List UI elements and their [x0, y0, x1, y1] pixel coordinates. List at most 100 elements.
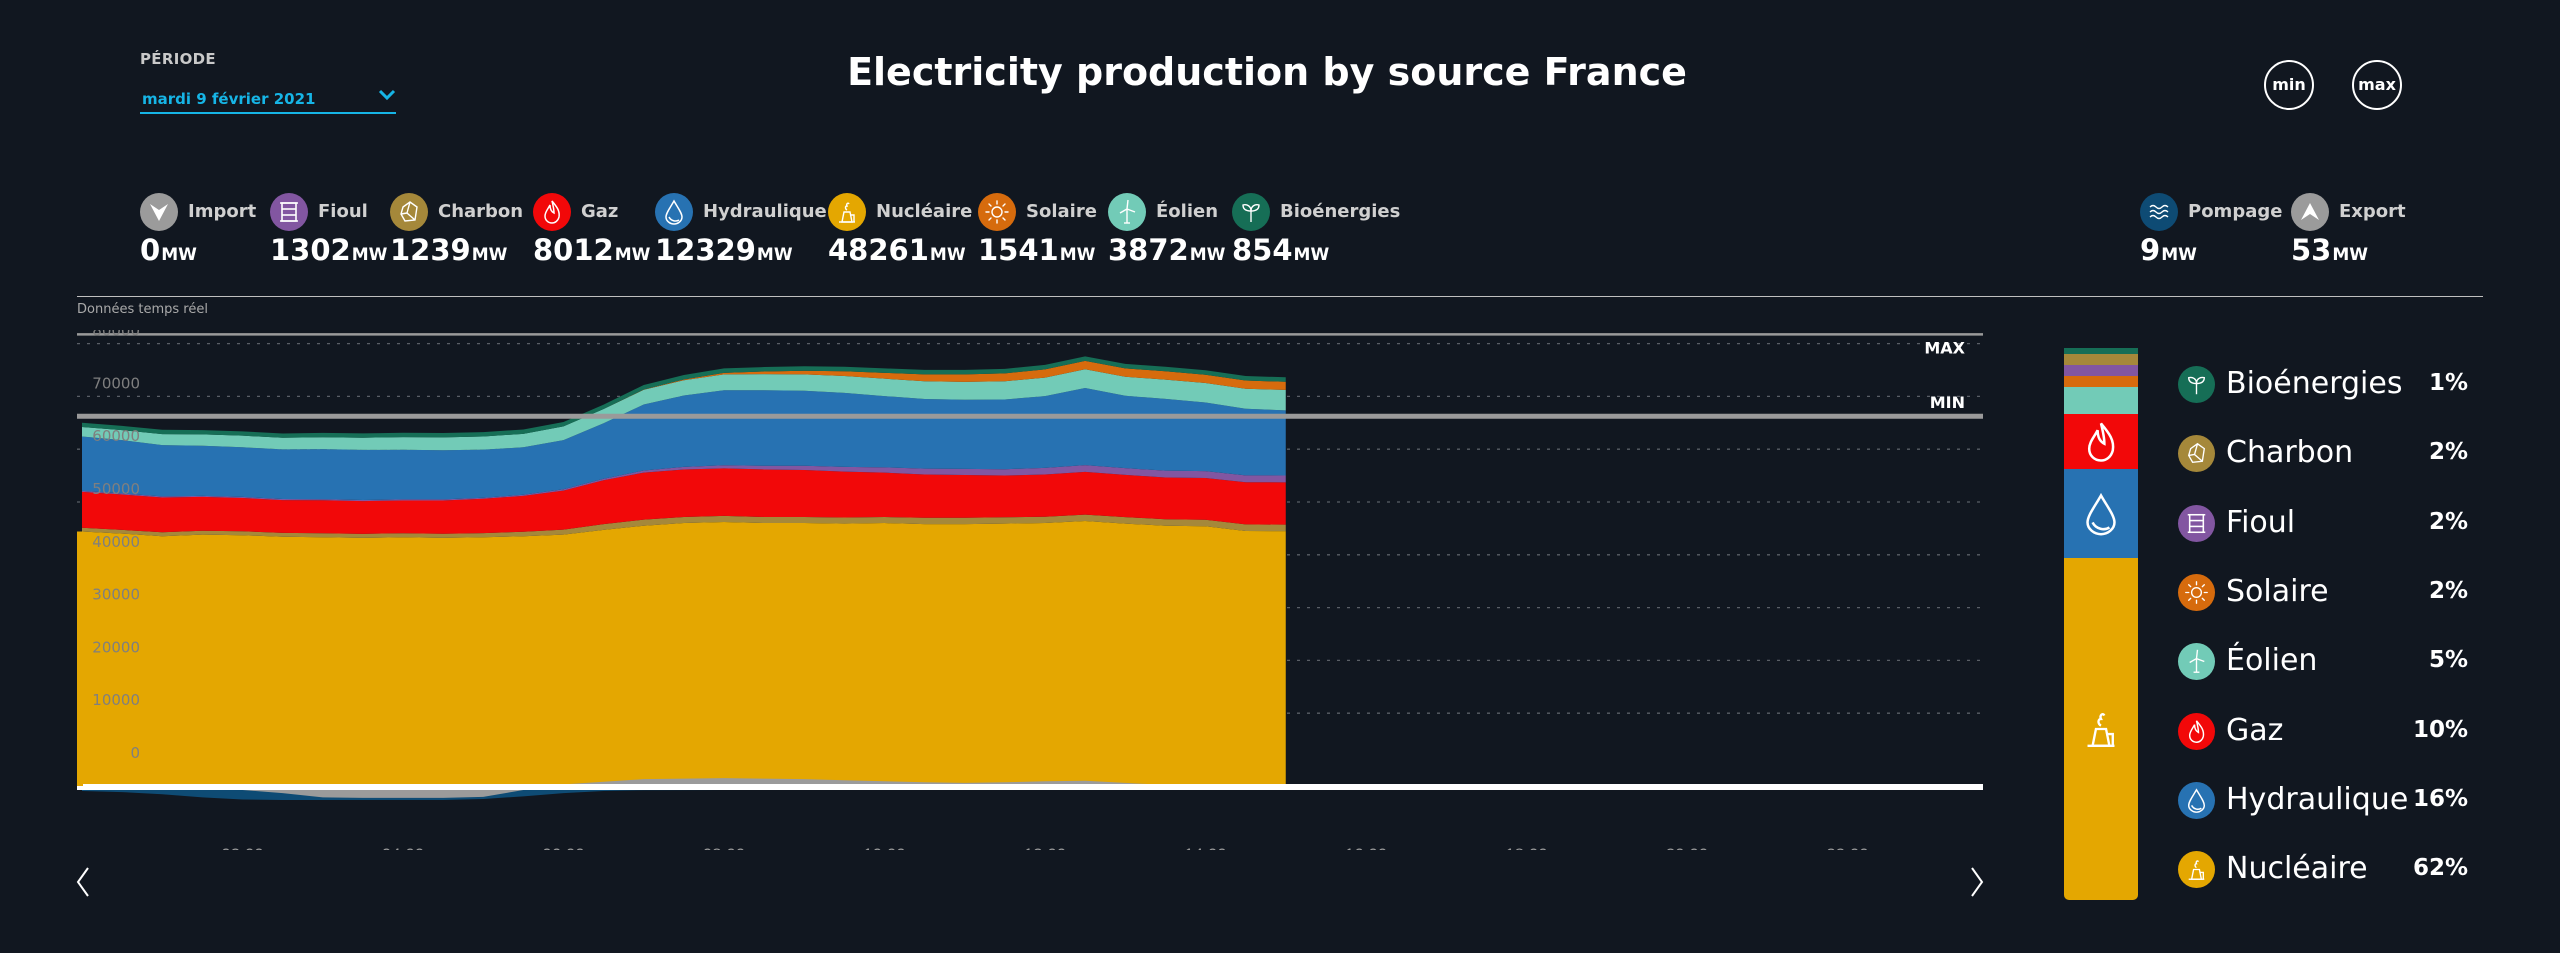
source-value: 1541MW	[978, 233, 1095, 267]
x-tick-label: 06:00	[542, 845, 585, 850]
source-value-number: 1302	[270, 233, 351, 267]
ref-label-max: MAX	[1924, 338, 1965, 357]
y-tick-label: 80000	[92, 330, 140, 340]
chevron-left-icon[interactable]	[70, 862, 100, 902]
coal-icon	[400, 201, 418, 222]
mix-segment-solaire	[2064, 375, 2138, 387]
source-value: 9MW	[2140, 233, 2197, 267]
sun-icon	[2185, 580, 2208, 604]
wind-turbine-icon-badge	[1108, 193, 1146, 231]
source-unit: MW	[756, 245, 793, 265]
flame-icon	[2087, 422, 2115, 462]
ref-label-min: MIN	[1930, 393, 1965, 412]
arrow-down-icon	[150, 204, 168, 221]
wind-turbine-icon	[2189, 649, 2205, 674]
x-tick-label: 20:00	[1666, 845, 1709, 850]
y-tick-label: 10000	[92, 691, 140, 709]
mix-segment-éolien	[2064, 386, 2138, 415]
x-tick-label: 12:00	[1024, 845, 1067, 850]
source-value-number: 3872	[1108, 233, 1189, 267]
source-name: Fioul	[318, 201, 368, 222]
mix-segment-hydraulique	[2064, 469, 2138, 558]
source-value-number: 0	[140, 233, 161, 267]
source-unit: MW	[2332, 245, 2369, 265]
date-select-value: mardi 9 février 2021	[142, 90, 316, 108]
area-layer	[77, 356, 1983, 801]
mix-legend-name: Bioénergies	[2226, 366, 2403, 401]
mix-legend-name: Éolien	[2226, 643, 2318, 679]
source-unit: MW	[929, 245, 966, 265]
mix-stack-bar	[2064, 348, 2138, 900]
source-name: Export	[2339, 201, 2406, 222]
source-value-number: 8012	[533, 233, 614, 267]
area-éolien	[82, 369, 1286, 451]
divider	[77, 296, 2483, 297]
periode-label: PÉRIODE	[140, 50, 216, 68]
sprout-icon	[1242, 204, 1260, 222]
x-tick-label: 16:00	[1345, 845, 1388, 850]
source-unit: MW	[1059, 245, 1096, 265]
mix-legend-row[interactable]: Nucléaire 62%	[2178, 849, 2468, 889]
nuclear-plant-icon	[839, 202, 855, 223]
nuclear-plant-icon	[2188, 860, 2205, 881]
oil-barrel-icon	[2187, 513, 2206, 533]
area-edge	[77, 531, 83, 786]
production-chart: MAX MIN 0 10000 20000 30000 40000 50000 60000 70…	[77, 330, 1983, 850]
mix-legend-name: Gaz	[2226, 712, 2284, 748]
min-button[interactable]: min	[2264, 60, 2314, 110]
mix-legend-row[interactable]: Éolien 5%	[2178, 641, 2468, 681]
source-name: Pompage	[2188, 201, 2283, 222]
mix-segment-charbon	[2064, 353, 2138, 365]
mix-legend-row[interactable]: Solaire 2%	[2178, 572, 2468, 612]
mix-legend-percent: 5%	[2428, 647, 2468, 674]
source-value: 12329MW	[655, 233, 793, 267]
mix-legend-row[interactable]: Fioul 2%	[2178, 503, 2468, 543]
mix-legend-percent: 2%	[2428, 508, 2468, 535]
realtime-label: Données temps réel	[77, 302, 208, 317]
sun-icon	[985, 200, 1009, 224]
water-drop-icon	[2187, 788, 2206, 813]
mix-legend-row[interactable]: Charbon 2%	[2178, 433, 2468, 473]
mix-legend-percent: 62%	[2412, 855, 2468, 882]
source-value-number: 12329	[655, 233, 756, 267]
y-tick-label: 60000	[92, 427, 140, 445]
flame-icon	[2188, 719, 2205, 743]
source-unit: MW	[1189, 245, 1226, 265]
mix-legend-percent: 10%	[2412, 716, 2468, 743]
source-value-number: 53	[2291, 233, 2332, 267]
y-tick-label: 30000	[92, 586, 140, 604]
area-fioul	[82, 465, 1286, 502]
chevron-down-icon	[378, 89, 396, 101]
mix-legend-row[interactable]: Gaz 10%	[2178, 711, 2468, 751]
sprout-icon-badge	[2178, 366, 2215, 403]
sprout-icon-badge	[1232, 193, 1270, 231]
mix-legend-row[interactable]: Hydraulique 16%	[2178, 780, 2468, 820]
mix-legend-row[interactable]: Bioénergies 1%	[2178, 364, 2468, 404]
source-value: 1302MW	[270, 233, 387, 267]
source-name: Gaz	[581, 201, 619, 222]
nuclear-plant-icon-badge	[2178, 851, 2215, 889]
nuclear-plant-icon	[2087, 712, 2115, 747]
sun-icon-badge	[978, 193, 1016, 231]
source-value: 48261MW	[828, 233, 966, 267]
source-value: 8012MW	[533, 233, 650, 267]
source-value-number: 854	[1232, 233, 1293, 267]
flame-icon	[544, 200, 560, 224]
nuclear-plant-icon-badge	[828, 193, 866, 231]
water-drop-icon	[2086, 492, 2116, 536]
chevron-right-icon[interactable]	[1960, 862, 1990, 902]
x-tick-label: 18:00	[1505, 845, 1548, 850]
source-name: Éolien	[1156, 201, 1219, 222]
arrow-down-icon-badge	[140, 193, 178, 231]
y-tick-label: 40000	[92, 533, 140, 551]
mix-legend-name: Charbon	[2226, 435, 2354, 471]
x-tick-label: 10:00	[863, 845, 906, 850]
mix-legend-name: Hydraulique	[2226, 781, 2409, 817]
max-button[interactable]: max	[2352, 60, 2402, 110]
mix-legend-percent: 2%	[2428, 577, 2468, 604]
page-title: Electricity production by source France	[847, 50, 1687, 94]
x-tick-label: 22:00	[1826, 845, 1869, 850]
flame-icon-badge	[2178, 712, 2215, 750]
date-select[interactable]: mardi 9 février 2021	[140, 86, 396, 114]
mix-legend-name: Nucléaire	[2226, 851, 2368, 887]
